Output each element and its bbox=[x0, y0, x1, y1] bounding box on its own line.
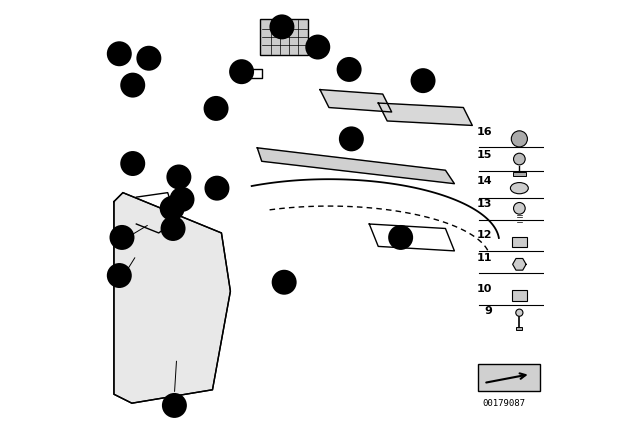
Polygon shape bbox=[378, 103, 472, 125]
FancyBboxPatch shape bbox=[478, 364, 540, 391]
Text: 15: 15 bbox=[477, 150, 493, 159]
Circle shape bbox=[516, 309, 523, 316]
FancyBboxPatch shape bbox=[512, 237, 527, 247]
Text: 4: 4 bbox=[397, 233, 404, 242]
Circle shape bbox=[511, 131, 527, 147]
Text: 12: 12 bbox=[166, 224, 180, 233]
Circle shape bbox=[340, 127, 363, 151]
Text: 13: 13 bbox=[477, 199, 493, 209]
Polygon shape bbox=[257, 148, 454, 184]
Text: 10: 10 bbox=[141, 53, 156, 63]
Bar bbox=[513, 172, 526, 176]
Circle shape bbox=[412, 69, 435, 92]
FancyBboxPatch shape bbox=[260, 19, 308, 55]
FancyBboxPatch shape bbox=[512, 290, 527, 301]
Ellipse shape bbox=[511, 183, 529, 194]
Text: 11: 11 bbox=[477, 253, 493, 263]
Text: 11: 11 bbox=[175, 194, 189, 204]
Text: 10: 10 bbox=[125, 159, 140, 168]
Circle shape bbox=[205, 177, 228, 200]
Circle shape bbox=[306, 35, 330, 59]
Circle shape bbox=[170, 188, 194, 211]
Circle shape bbox=[108, 42, 131, 65]
Circle shape bbox=[163, 394, 186, 417]
Circle shape bbox=[121, 152, 145, 175]
Text: 13: 13 bbox=[112, 271, 127, 280]
Text: 12: 12 bbox=[477, 230, 493, 240]
Text: 2: 2 bbox=[118, 233, 125, 242]
Text: 16: 16 bbox=[477, 127, 493, 137]
Circle shape bbox=[121, 73, 145, 97]
Text: 11: 11 bbox=[172, 172, 186, 182]
Polygon shape bbox=[114, 193, 230, 403]
Text: 3: 3 bbox=[280, 277, 288, 287]
Circle shape bbox=[137, 47, 161, 70]
Circle shape bbox=[513, 202, 525, 214]
Text: 9: 9 bbox=[314, 42, 321, 52]
Polygon shape bbox=[513, 258, 526, 270]
Circle shape bbox=[273, 271, 296, 294]
Text: 9: 9 bbox=[484, 306, 493, 316]
Text: 8: 8 bbox=[348, 134, 355, 144]
Circle shape bbox=[161, 197, 184, 220]
Circle shape bbox=[337, 58, 361, 81]
Circle shape bbox=[110, 226, 134, 249]
Circle shape bbox=[108, 264, 131, 287]
Circle shape bbox=[167, 165, 191, 189]
Text: 6: 6 bbox=[346, 65, 353, 74]
Text: 14: 14 bbox=[477, 177, 493, 186]
Circle shape bbox=[389, 226, 412, 249]
Circle shape bbox=[204, 97, 228, 120]
Circle shape bbox=[230, 60, 253, 83]
Text: 12: 12 bbox=[165, 203, 179, 213]
Text: 10: 10 bbox=[477, 284, 493, 294]
Text: 15: 15 bbox=[125, 80, 140, 90]
Circle shape bbox=[161, 217, 185, 240]
Text: 5: 5 bbox=[238, 67, 245, 77]
Text: 00179087: 00179087 bbox=[482, 399, 525, 408]
Bar bbox=[516, 327, 522, 330]
Circle shape bbox=[270, 15, 294, 39]
Text: 16: 16 bbox=[209, 103, 223, 113]
Text: 7: 7 bbox=[419, 76, 427, 86]
Text: 15: 15 bbox=[210, 183, 224, 193]
Text: 17: 17 bbox=[275, 22, 289, 32]
Polygon shape bbox=[320, 90, 392, 112]
Text: 1: 1 bbox=[171, 401, 178, 410]
Text: 14: 14 bbox=[112, 49, 127, 59]
Circle shape bbox=[513, 153, 525, 165]
